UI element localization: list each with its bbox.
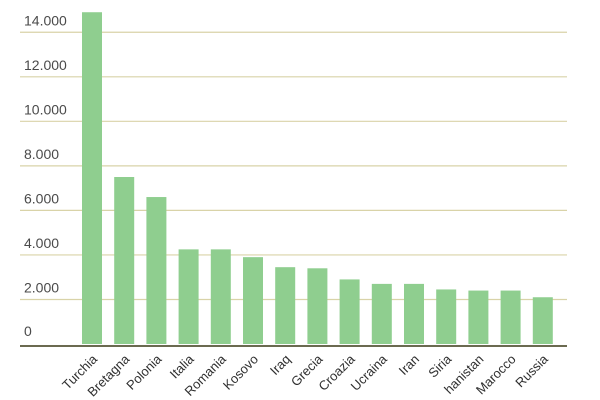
y-tick-label: 4.000 — [24, 235, 59, 251]
bar-ucraina — [371, 283, 392, 344]
y-tick-label: 8.000 — [24, 146, 59, 162]
bar-polonia — [146, 197, 167, 344]
y-tick-label: 14.000 — [24, 12, 67, 28]
x-tick-label: Iraq — [267, 352, 293, 378]
x-tick-label: Kosovo — [220, 352, 261, 393]
x-tick-label: Ucraina — [348, 351, 391, 394]
x-tick-label: Iran — [396, 352, 422, 378]
y-tick-label: 6.000 — [24, 190, 59, 206]
bar-kosovo — [243, 257, 263, 344]
bar-turchia — [82, 12, 102, 345]
x-tick-label: Polonia — [123, 351, 165, 393]
y-axis-ticks: 0 2.000 4.000 6.000 8.000 10.000 12.000 14.000 — [24, 12, 67, 339]
y-tick-label: 12.000 — [24, 57, 67, 73]
bar-grecia — [307, 268, 328, 344]
bar-bretagna — [114, 177, 135, 344]
bar-marocco — [500, 290, 521, 344]
y-tick-label: 2.000 — [24, 279, 59, 295]
bar-italia — [178, 249, 199, 344]
y-tick-label: 0 — [24, 323, 32, 339]
bar-romania — [210, 249, 231, 344]
bar-hanistan — [468, 290, 489, 344]
bar-iran — [404, 283, 424, 344]
bars — [82, 12, 553, 345]
y-tick-label: 10.000 — [24, 101, 67, 117]
grid-layer — [20, 31, 567, 301]
x-tick-label: Russia — [512, 351, 551, 390]
bar-russia — [532, 297, 553, 344]
bar-siria — [436, 289, 457, 344]
bar-iraq — [275, 267, 296, 344]
bar-croazia — [339, 279, 360, 344]
